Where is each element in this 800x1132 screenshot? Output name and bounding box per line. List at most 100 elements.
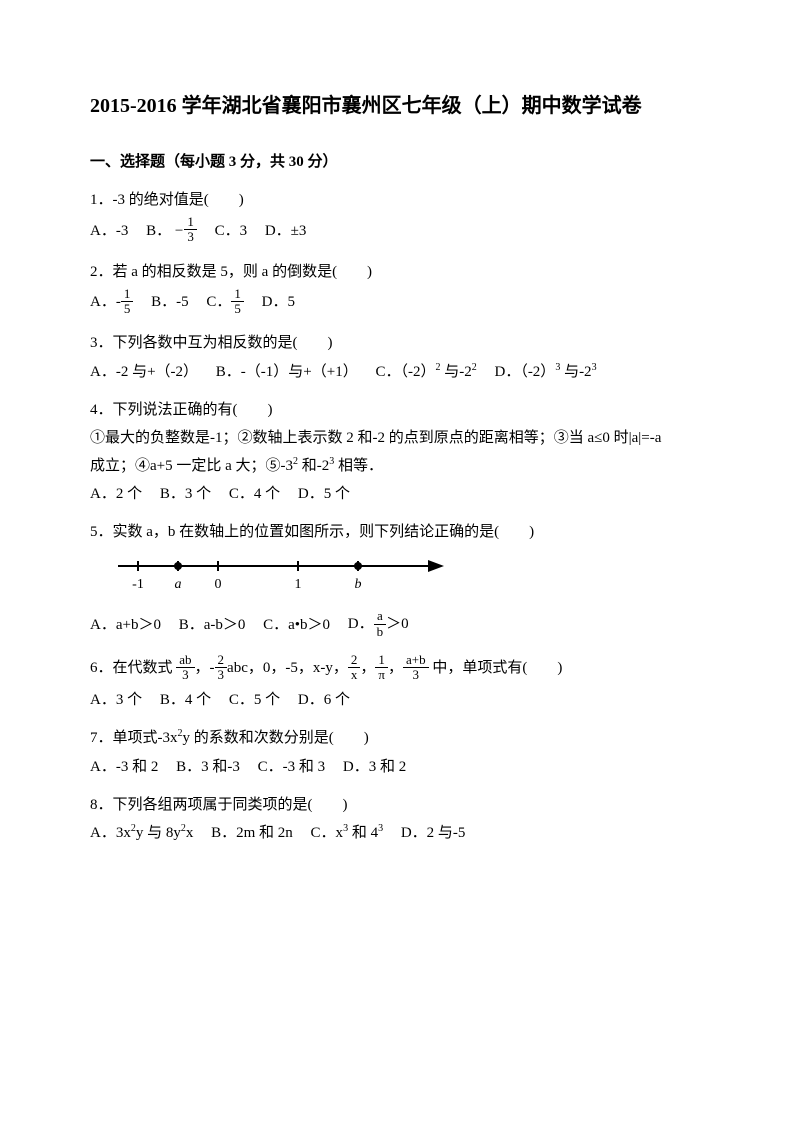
q6-mid: abc，0，-5，x-y，: [227, 660, 348, 676]
q7-opt-a: A．-3 和 2: [90, 755, 158, 779]
q4-line1: ①最大的负整数是-1；②数轴上表示数 2 和-2 的点到原点的距离相等；③当 a…: [90, 426, 710, 450]
q3-opt-c: C．（-2）2 与-22: [375, 360, 476, 384]
sep: ，-: [195, 660, 215, 676]
question-7: 7．单项式-3x2y 的系数和次数分别是( ) A．-3 和 2 B．3 和-3…: [90, 726, 710, 779]
svg-text:-1: -1: [132, 577, 144, 592]
q2-opt-c: C．15: [206, 288, 244, 318]
frac-num: 2: [215, 653, 228, 668]
q6-opt-c: C．5 个: [229, 688, 280, 712]
question-8: 8．下列各组两项属于同类项的是( ) A．3x2y 与 8y2x B．2m 和 …: [90, 793, 710, 846]
question-4: 4．下列说法正确的有( ) ①最大的负整数是-1；②数轴上表示数 2 和-2 的…: [90, 398, 710, 507]
question-2: 2．若 a 的相反数是 5，则 a 的倒数是( ) A．-15 B．-5 C．1…: [90, 260, 710, 318]
q5-text: 5．实数 a，b 在数轴上的位置如图所示，则下列结论正确的是( ): [90, 520, 710, 544]
q6-opt-b: B．4 个: [160, 688, 211, 712]
q7-opt-d: D．3 和 2: [343, 755, 406, 779]
q6-post: 中，单项式有( ): [429, 660, 563, 676]
q1-b-frac: − 13: [175, 216, 197, 246]
q6-pre: 6．在代数式: [90, 660, 173, 676]
q4-opt-b: B．3 个: [160, 482, 211, 506]
q8-a-post: x: [186, 825, 194, 841]
q2-options: A．-15 B．-5 C．15 D．5: [90, 288, 710, 318]
q1-opt-d: D．±3: [265, 219, 307, 243]
frac-den: 5: [121, 302, 134, 316]
q2-opt-b: B．-5: [151, 290, 189, 314]
q5-options: A．a+b＞0 B．a-b＞0 C．a•b＞0 D．ab＞0: [90, 610, 710, 640]
svg-text:a: a: [175, 577, 182, 592]
frac-num: 2: [348, 653, 361, 668]
q3-opt-d: D．（-2）3 与-23: [494, 360, 596, 384]
q8-text: 8．下列各组两项属于同类项的是( ): [90, 793, 710, 817]
frac-den: π: [375, 668, 388, 682]
q5-opt-c: C．a•b＞0: [263, 613, 330, 637]
frac-num: 1: [184, 215, 197, 230]
svg-text:b: b: [355, 577, 362, 592]
q8-a-mid: y 与 8y: [136, 825, 181, 841]
number-line: -1 a 0 1 b: [118, 550, 710, 604]
q6-opt-a: A．3 个: [90, 688, 142, 712]
q7-text: 7．单项式-3x2y 的系数和次数分别是( ): [90, 726, 710, 750]
q1-opt-b: B． − 13: [146, 216, 197, 246]
q6-opt-d: D．6 个: [298, 688, 350, 712]
q5-opt-a: A．a+b＞0: [90, 613, 161, 637]
q8-options: A．3x2y 与 8y2x B．2m 和 2n C．x3 和 43 D．2 与-…: [90, 821, 710, 846]
question-1: 1．-3 的绝对值是( ) A．-3 B． − 13 C．3 D．±3: [90, 188, 710, 246]
frac-num: 1: [375, 653, 388, 668]
q4-l2-pre: 成立；④a+5 一定比 a 大；⑤-3: [90, 458, 293, 474]
q4-opt-d: D．5 个: [298, 482, 350, 506]
q2-a-prefix: A．-: [90, 294, 121, 310]
sep: ，: [388, 660, 403, 676]
frac-num: ab: [176, 653, 194, 668]
q1-b-prefix: B．: [146, 223, 171, 239]
q7-opt-c: C．-3 和 3: [258, 755, 326, 779]
frac-num: 1: [231, 287, 244, 302]
frac-den: x: [348, 668, 361, 682]
q4-opt-a: A．2 个: [90, 482, 142, 506]
q4-text: 4．下列说法正确的有( ): [90, 398, 710, 422]
q7-post: y 的系数和次数分别是( ): [183, 730, 369, 746]
q2-opt-a: A．-15: [90, 288, 133, 318]
frac-num: 1: [121, 287, 134, 302]
frac-num: a+b: [403, 653, 429, 668]
q3-c-mid: 与-2: [440, 364, 471, 380]
q5-d-prefix: D．: [348, 617, 374, 633]
q7-options: A．-3 和 2 B．3 和-3 C．-3 和 3 D．3 和 2: [90, 754, 710, 779]
q3-d-pre: D．（-2）: [494, 364, 555, 380]
q3-c-pre: C．（-2）: [375, 364, 435, 380]
q8-c-pre: C．x: [311, 825, 344, 841]
frac-den: 3: [176, 668, 194, 682]
q2-c-prefix: C．: [206, 294, 231, 310]
svg-text:1: 1: [295, 577, 302, 592]
q6-text: 6．在代数式 ab3，-23abc，0，-5，x-y，2x，1π，a+b3 中，…: [90, 654, 710, 684]
q5-opt-d: D．ab＞0: [348, 610, 409, 640]
q4-line2: 成立；④a+5 一定比 a 大；⑤-32 和-23 相等．: [90, 454, 710, 478]
q7-opt-b: B．3 和-3: [176, 755, 240, 779]
frac-num: a: [374, 609, 387, 624]
q1-options: A．-3 B． − 13 C．3 D．±3: [90, 216, 710, 246]
frac-den: b: [374, 625, 387, 639]
svg-text:0: 0: [215, 577, 222, 592]
q8-opt-d: D．2 与-5: [401, 821, 466, 845]
question-6: 6．在代数式 ab3，-23abc，0，-5，x-y，2x，1π，a+b3 中，…: [90, 654, 710, 712]
q8-opt-a: A．3x2y 与 8y2x: [90, 821, 193, 845]
page-title: 2015-2016 学年湖北省襄阳市襄州区七年级（上）期中数学试卷: [90, 90, 710, 122]
q1-text: 1．-3 的绝对值是( ): [90, 188, 710, 212]
q3-opt-b: B．-（-1）与+（+1）: [216, 360, 358, 384]
q2-opt-d: D．5: [262, 290, 295, 314]
q6-options: A．3 个 B．4 个 C．5 个 D．6 个: [90, 688, 710, 713]
q4-options: A．2 个 B．3 个 C．4 个 D．5 个: [90, 482, 710, 507]
q1-opt-a: A．-3: [90, 219, 128, 243]
q8-a-pre: A．3x: [90, 825, 131, 841]
q3-options: A．-2 与+（-2） B．-（-1）与+（+1） C．（-2）2 与-22 D…: [90, 359, 710, 384]
q8-opt-c: C．x3 和 43: [311, 821, 384, 845]
q5-opt-b: B．a-b＞0: [179, 613, 246, 637]
frac-den: 3: [184, 230, 197, 244]
question-3: 3．下列各数中互为相反数的是( ) A．-2 与+（-2） B．-（-1）与+（…: [90, 331, 710, 384]
frac-den: 3: [403, 668, 429, 682]
frac-den: 3: [215, 668, 228, 682]
q8-opt-b: B．2m 和 2n: [211, 821, 293, 845]
q8-c-mid: 和 4: [348, 825, 378, 841]
q3-text: 3．下列各数中互为相反数的是( ): [90, 331, 710, 355]
question-5: 5．实数 a，b 在数轴上的位置如图所示，则下列结论正确的是( ) -1 a 0 1 b…: [90, 520, 710, 640]
q3-d-mid: 与-2: [560, 364, 591, 380]
q1-opt-c: C．3: [215, 219, 248, 243]
